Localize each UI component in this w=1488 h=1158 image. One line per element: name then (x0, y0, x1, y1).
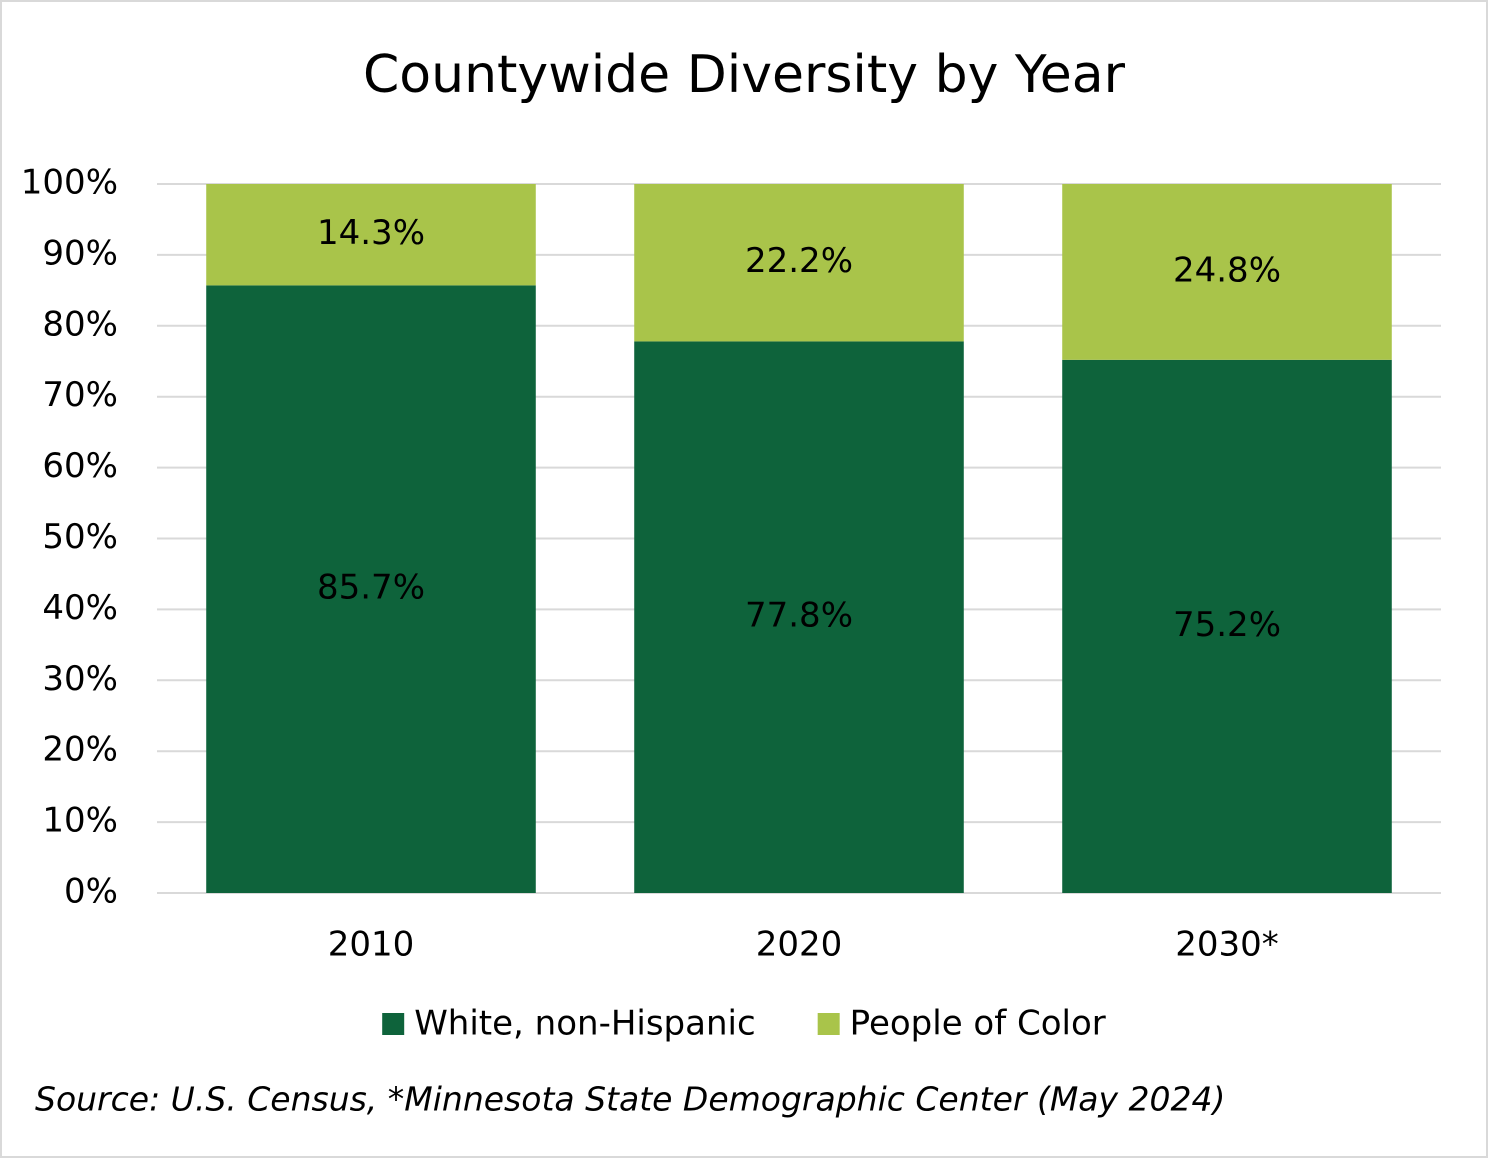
legend-swatch (817, 1013, 840, 1035)
y-tick-label: 90% (42, 233, 118, 273)
y-tick-label: 80% (42, 304, 118, 344)
y-tick-label: 20% (42, 730, 118, 770)
x-tick-label: 2020 (756, 925, 843, 965)
source-note: Source: U.S. Census, *Minnesota State De… (35, 1080, 1225, 1119)
value-label: 75.2% (1173, 605, 1281, 645)
legend-label: People of Color (850, 1004, 1106, 1044)
bar-segment (206, 285, 536, 894)
y-tick-label: 40% (42, 588, 118, 628)
bar-segment (1062, 184, 1392, 360)
y-tick-label: 0% (64, 872, 118, 912)
value-label: 85.7% (317, 568, 425, 608)
bar-segment (634, 341, 964, 893)
value-label: 22.2% (745, 241, 853, 281)
legend-label: White, non-Hispanic (414, 1004, 755, 1044)
x-tick-label: 2030* (1175, 925, 1279, 965)
bar-segment (206, 184, 536, 286)
y-tick-label: 60% (42, 446, 118, 486)
value-label: 77.8% (745, 596, 853, 636)
y-tick-label: 100% (21, 163, 118, 203)
y-tick-label: 10% (42, 801, 118, 841)
bar-segment (634, 184, 964, 342)
value-label: 14.3% (317, 213, 425, 253)
value-label: 24.8% (1173, 250, 1281, 290)
y-tick-label: 50% (42, 517, 118, 557)
y-tick-label: 30% (42, 659, 118, 699)
bar-segment (1062, 359, 1392, 893)
y-tick-label: 70% (42, 375, 118, 415)
legend-swatch (382, 1013, 405, 1035)
x-tick-label: 2010 (328, 925, 415, 965)
chart-title: Countywide Diversity by Year (363, 45, 1126, 105)
